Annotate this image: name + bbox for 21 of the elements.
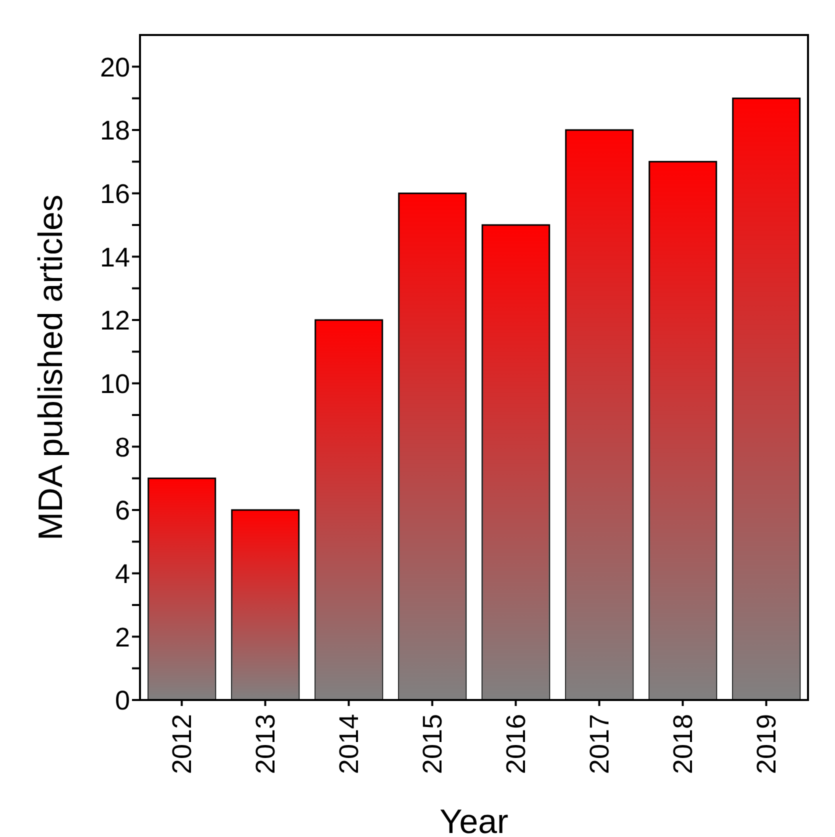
x-tick-label: 2015 (417, 714, 448, 774)
y-tick-label: 16 (100, 178, 130, 209)
y-tick-label: 4 (114, 558, 130, 589)
y-tick-label: 10 (100, 368, 130, 399)
x-tick-label: 2013 (250, 714, 280, 774)
x-tick-label: 2018 (668, 714, 698, 774)
y-tick-label: 6 (114, 496, 130, 526)
x-tick-label: 2016 (500, 714, 531, 774)
y-tick-label: 12 (100, 306, 130, 336)
y-tick-label: 14 (100, 242, 130, 272)
x-tick-label: 2017 (584, 714, 614, 774)
y-tick-label: 0 (114, 686, 130, 716)
x-tick-label: 2014 (334, 714, 364, 774)
y-tick-label: 18 (100, 116, 130, 146)
x-tick-label: 2019 (751, 714, 782, 774)
y-tick-label: 2 (114, 622, 130, 652)
y-tick-label: 20 (100, 52, 130, 82)
y-axis-title: MDA published articles (32, 194, 70, 540)
y-tick-label: 8 (114, 432, 130, 462)
x-axis-title: Year (440, 803, 508, 837)
x-tick-label: 2012 (166, 714, 197, 774)
